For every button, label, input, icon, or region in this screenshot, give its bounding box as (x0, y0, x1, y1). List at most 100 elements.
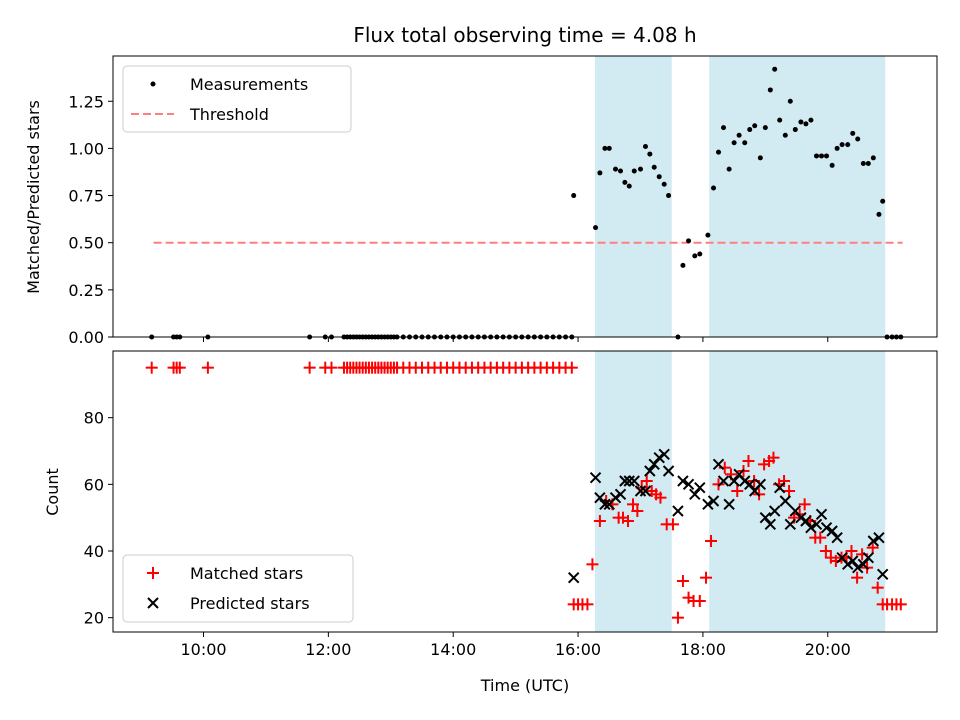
predicted-star-point (754, 478, 767, 491)
top-y-tick-label: 0.00 (68, 328, 104, 347)
matched-star-point (851, 571, 864, 584)
measurement-point (860, 160, 866, 166)
legend-measurements-label: Measurements (190, 75, 308, 94)
matched-star-point (814, 531, 827, 544)
top-y-tick-label: 1.00 (68, 139, 104, 158)
bottom-shaded-regions (594, 351, 886, 632)
bottom-y-tick-label: 40 (84, 542, 104, 561)
measurement-point (618, 168, 624, 174)
measurement-point (716, 149, 722, 155)
top-y-tick-label: 0.25 (68, 281, 104, 300)
bottom-legend-box (122, 554, 354, 623)
measurement-point (705, 232, 711, 238)
measurement-point (865, 160, 871, 166)
matched-star-point (700, 571, 713, 584)
matched-star-point (581, 598, 594, 611)
matched-star-point (654, 491, 667, 504)
matched-star-point (325, 361, 338, 374)
matched-star-point (173, 361, 186, 374)
matched-star-point (666, 518, 679, 531)
measurement-point (767, 87, 773, 93)
predicted-star-point (784, 518, 797, 531)
bottom-axes-frame (112, 350, 938, 633)
x-tick-label: 14:00 (430, 640, 476, 659)
predicted-star-point (768, 505, 781, 517)
shaded-span-0 (594, 56, 672, 337)
measurement-point (870, 155, 876, 161)
top-x-ticks (203, 337, 829, 342)
bottom-y-tick-label: 80 (84, 409, 104, 428)
predicted-star-point (739, 475, 751, 487)
bottom-legend: Matched stars Predicted stars (122, 554, 354, 623)
measurement-point (736, 132, 742, 138)
predicted-star-point (707, 495, 720, 507)
measurement-point (787, 98, 793, 104)
x-tick-label: 10:00 (180, 640, 226, 659)
measurement-point (798, 119, 804, 125)
predicted-star-point (677, 475, 689, 487)
predicted-star-point (694, 481, 706, 494)
predicted-star-point (639, 485, 652, 497)
predicted-star-point (628, 475, 640, 487)
matched-star-point (303, 361, 316, 374)
bottom-y-axis-label: Count (43, 468, 62, 516)
measurement-point (651, 164, 657, 170)
bottom-y-tick-label: 60 (84, 475, 104, 494)
matched-star-point (693, 595, 706, 607)
predicted-star-point (857, 558, 870, 571)
matched-star-point (742, 455, 755, 467)
matched-star-point (671, 611, 684, 624)
measurement-point (597, 170, 603, 176)
predicted-star-point (589, 471, 602, 484)
predicted-star-point (810, 518, 823, 531)
predicted-star-point (805, 521, 817, 534)
measurement-point (721, 125, 727, 131)
bottom-x-axis: 10:00 12:00 14:00 16:00 18:00 20:00 (180, 632, 851, 659)
bottom-y-axis: 20 40 60 80 (84, 409, 113, 628)
measurement-point (692, 253, 698, 259)
measurement-point (613, 166, 619, 172)
predicted-star-point (712, 458, 725, 471)
x-tick-label: 18:00 (680, 640, 726, 659)
measurement-point (855, 136, 861, 142)
top-axes-frame (112, 55, 938, 338)
predicted-star-point (876, 568, 889, 581)
measurement-point (803, 121, 809, 127)
predicted-star-point (852, 561, 864, 574)
measurement-point (666, 193, 672, 199)
predicted-star-point (831, 531, 843, 544)
measurement-point (742, 140, 748, 146)
measurement-point (631, 168, 637, 174)
measurement-point (762, 125, 768, 131)
measurement-point (686, 238, 692, 244)
matched-star-point (845, 545, 858, 557)
measurement-point (747, 127, 753, 133)
measurement-point (880, 198, 886, 204)
predicted-star-point (682, 478, 695, 491)
matched-star-point (778, 475, 791, 487)
measurement-point (606, 145, 612, 151)
top-shaded-regions (594, 56, 886, 337)
predicted-star-point (723, 498, 735, 511)
predicted-stars-series (567, 448, 889, 584)
matched-star-point (767, 451, 780, 464)
measurement-point (656, 174, 662, 180)
top-y-tick-label: 0.75 (68, 187, 104, 206)
matched-star-point (593, 515, 606, 527)
predicted-star-point (653, 451, 665, 464)
matched-star-point (626, 498, 639, 511)
measurement-point (731, 140, 737, 146)
legend-predicted-marker (147, 597, 159, 609)
predicted-star-point (773, 481, 786, 494)
predicted-star-point (826, 525, 838, 537)
top-y-axis: 0.00 0.25 0.50 0.75 1.00 1.25 (68, 92, 113, 347)
measurements-series (149, 66, 904, 340)
measurement-point (814, 153, 820, 159)
top-y-axis-label: Matched/Predicted stars (24, 100, 43, 294)
measurement-point (647, 151, 653, 157)
legend-matched-marker (147, 567, 159, 579)
predicted-star-point (744, 478, 756, 491)
measurement-point (850, 130, 856, 136)
